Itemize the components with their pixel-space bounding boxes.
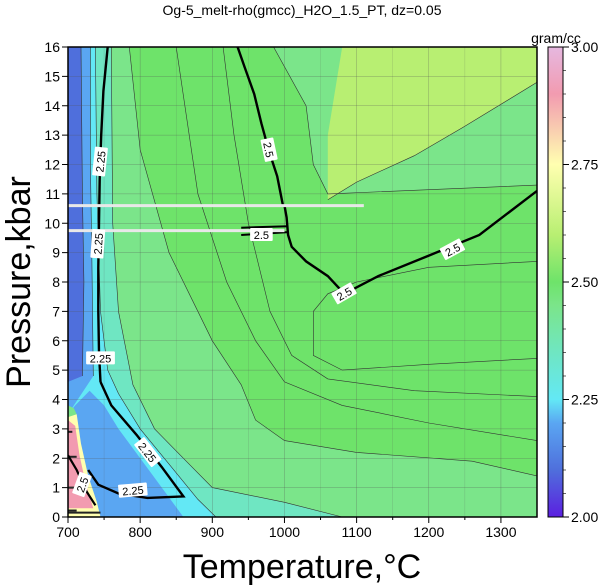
y-tick-label-7: 7 xyxy=(52,303,60,319)
contour-label-bg xyxy=(72,471,92,498)
thin-contour-7 xyxy=(80,47,85,377)
contour-label-bg xyxy=(250,228,273,241)
contour-label-2: 2.25 xyxy=(86,351,115,365)
density-region-3 xyxy=(313,261,537,371)
contour-label-1: 2.25 xyxy=(90,229,106,259)
contour-label-bg xyxy=(260,137,278,162)
x-tick-label-1300: 1300 xyxy=(485,524,516,540)
y-tick-label-16: 16 xyxy=(44,39,60,55)
thin-contour-8 xyxy=(175,47,537,441)
y-tick-label-0: 0 xyxy=(52,509,60,525)
contour-label-text: 2.25 xyxy=(90,353,111,365)
thin-contour-9 xyxy=(222,47,537,397)
y-tick-label-10: 10 xyxy=(44,215,60,231)
thin-contour-5 xyxy=(327,82,537,201)
colorbar-tick-label-0: 2.00 xyxy=(571,509,598,525)
colorbar-tick-label-1: 2.25 xyxy=(571,392,598,408)
contour-label-text: 2.25 xyxy=(122,485,144,499)
density-region-11 xyxy=(68,420,94,509)
x-tick-label-700: 700 xyxy=(56,524,80,540)
y-tick-label-9: 9 xyxy=(52,245,60,261)
contour-label-bg xyxy=(118,482,148,498)
y-tick-label-14: 14 xyxy=(44,98,60,114)
y-tick-label-2: 2 xyxy=(52,450,60,466)
contour-label-bg xyxy=(86,351,115,365)
y-tick-label-4: 4 xyxy=(52,392,60,408)
contour-label-bg xyxy=(439,238,466,260)
contour-label-bg xyxy=(331,282,357,305)
y-tick-label-3: 3 xyxy=(52,421,60,437)
contour-label-text: 2.25 xyxy=(93,233,106,255)
contour-label-bg xyxy=(134,437,162,468)
density-region-4 xyxy=(327,47,537,200)
y-tick-label-8: 8 xyxy=(52,274,60,290)
x-axis: 700 800 900 1000 1100 1200 1300 xyxy=(56,517,517,540)
contour-label-4: 2.25 xyxy=(118,482,148,499)
contour-2-25-low xyxy=(87,381,186,500)
colorbar-tick-label-2: 2.50 xyxy=(571,274,598,290)
density-region-12 xyxy=(68,405,77,418)
colorbar-tick-label-3: 2.75 xyxy=(571,157,598,173)
thin-contour-2 xyxy=(129,47,537,477)
colorbar-ticks: 2.00 2.25 2.50 2.75 3.00 xyxy=(563,39,598,525)
thin-contour-lines xyxy=(80,47,537,517)
contour-label-6: 2.5 xyxy=(250,228,273,242)
y-tick-label-13: 13 xyxy=(44,127,60,143)
x-tick-label-1100: 1100 xyxy=(342,524,372,540)
contour-label-0: 2.25 xyxy=(92,146,109,177)
x-tick-label-900: 900 xyxy=(201,524,225,540)
contour-2-25-left xyxy=(97,47,109,382)
y-tick-label-1: 1 xyxy=(52,480,60,496)
x-tick-label-800: 800 xyxy=(128,524,152,540)
contour-label-bg xyxy=(92,146,108,177)
contour-2-5-upper xyxy=(236,47,285,206)
grid-lines xyxy=(68,47,537,517)
density-region-9 xyxy=(68,47,84,382)
x-tick-label-1000: 1000 xyxy=(269,524,300,540)
y-axis-title: Pressure,kbar xyxy=(0,176,38,388)
contour-label-bg xyxy=(90,229,106,259)
y-tick-label-11: 11 xyxy=(45,186,60,202)
contour-2-5-step-b xyxy=(241,225,289,229)
density-region-7 xyxy=(68,390,184,517)
contour-label-text: 2.5 xyxy=(254,230,269,242)
contour-label-text: 2.25 xyxy=(94,150,108,173)
y-tick-label-15: 15 xyxy=(44,68,60,84)
x-axis-title: Temperature,°C xyxy=(183,548,421,586)
x-tick-label-1200: 1200 xyxy=(413,524,444,540)
contour-label-5: 2.5 xyxy=(260,137,278,162)
y-tick-label-6: 6 xyxy=(52,333,60,349)
chart-title: Og-5_melt-rho(gmcc)_H2O_1.5_PT, dz=0.05 xyxy=(163,2,442,18)
contour-label-text: 2.5 xyxy=(75,476,92,494)
y-tick-label-5: 5 xyxy=(52,362,60,378)
colorbar xyxy=(547,46,564,518)
y-tick-label-12: 12 xyxy=(44,157,60,173)
colorbar-unit: gram/cc xyxy=(531,30,581,46)
contour-label-text: 2.5 xyxy=(260,141,275,158)
colorbar-tick-label-4: 3.00 xyxy=(571,39,598,55)
contour-label-9: 2.5 xyxy=(72,471,92,498)
